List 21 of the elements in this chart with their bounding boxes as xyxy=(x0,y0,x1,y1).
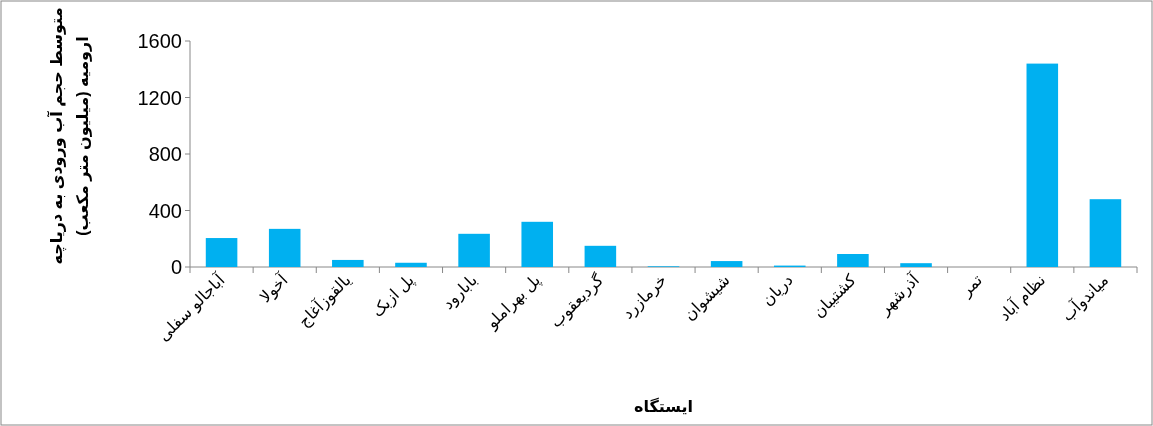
x-tick-label: خرمازرد xyxy=(618,271,672,324)
x-tick-label: تمر xyxy=(956,271,987,302)
x-tick-label: نظام آباد xyxy=(994,270,1050,325)
x-tick-label: بابارود xyxy=(439,271,482,314)
x-tick-label: پل ازبک xyxy=(368,271,419,322)
x-tick-label: کشتیبان xyxy=(809,270,860,321)
y-axis-title: متوسط حجم آب ورودی به دریاچه ارومیه (میلیون متر مکعب) xyxy=(46,6,93,266)
x-tick-label: آذرشهر xyxy=(874,269,925,320)
x-tick-label: شیشوان xyxy=(680,271,735,325)
x-tick-label: دریان xyxy=(758,271,798,310)
x-tick-label: گردیعقوب xyxy=(546,270,609,333)
y-tick-label: 0 xyxy=(170,256,182,278)
x-tick-label: یالقوزآغاج xyxy=(294,270,356,332)
x-tick-label: آخولا xyxy=(255,269,294,307)
y-tick-label: 800 xyxy=(148,143,182,165)
y-tick-label: 1200 xyxy=(137,86,182,109)
y-tick-label: 400 xyxy=(148,199,182,222)
x-tick-label: پل بهراملو xyxy=(482,271,545,334)
x-tick-label: میاندوآب xyxy=(1057,270,1113,326)
x-axis-title: ایستگاه xyxy=(633,397,694,415)
y-tick-label: 1600 xyxy=(137,30,182,52)
